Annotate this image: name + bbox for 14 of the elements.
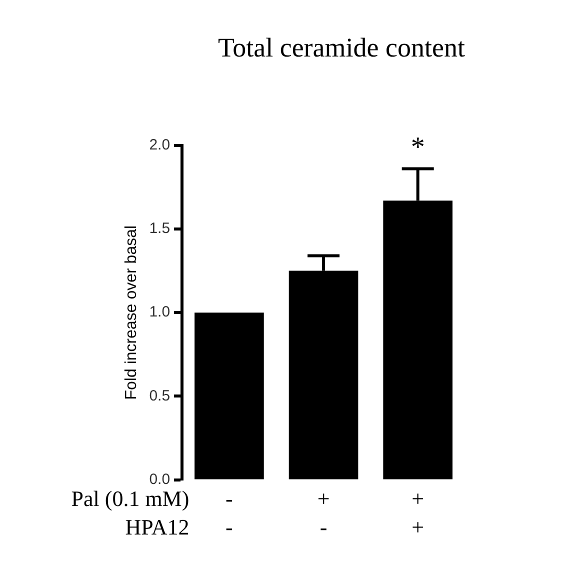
annotation: *	[410, 132, 425, 164]
text: HPA12	[125, 514, 190, 540]
x-tick-label: + -	[317, 486, 330, 540]
y-tick-label: 1.5	[149, 220, 170, 238]
y-tick-label: 0.5	[149, 387, 170, 404]
y-tick-label: 0.0	[149, 470, 170, 488]
y-tick-label: 2.0	[149, 136, 170, 154]
y-axis-title: Fold increase over basal	[123, 225, 140, 400]
x-tick-label: - -	[226, 486, 233, 540]
bar	[194, 312, 264, 480]
chart-title: Total ceramide content	[218, 32, 466, 62]
x-tick-label: + +	[412, 486, 424, 540]
text: Pal (0.1 mM)	[71, 486, 190, 511]
y-tick-label: 1.0	[149, 304, 170, 321]
